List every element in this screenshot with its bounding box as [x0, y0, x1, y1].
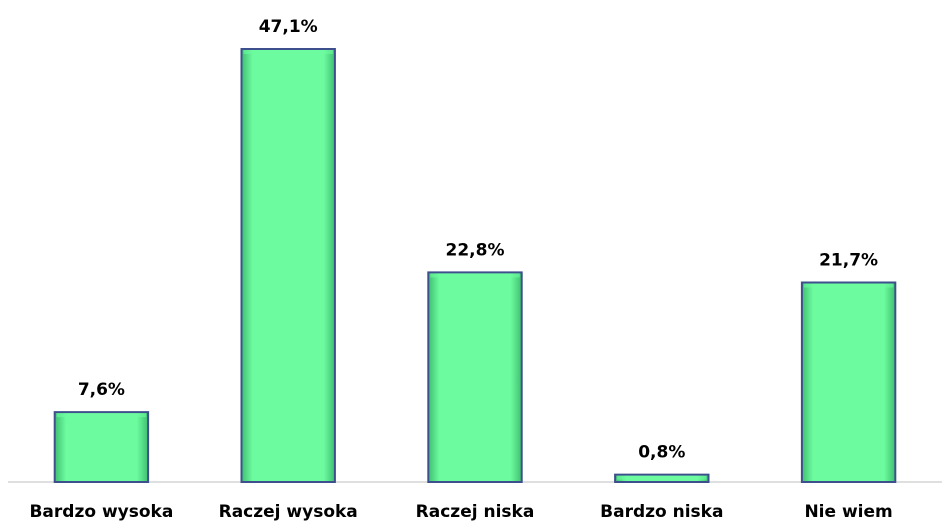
bar-highlight: [430, 273, 520, 278]
value-label: 7,6%: [78, 380, 125, 400]
bar: [240, 48, 336, 483]
bar-highlight: [243, 50, 333, 54]
bar: [427, 271, 523, 483]
value-label: 22,8%: [446, 240, 505, 260]
x-tick-label: Raczej niska: [416, 502, 535, 522]
x-tick-label: Bardzo niska: [600, 502, 723, 522]
x-tick-label: Nie wiem: [804, 502, 892, 522]
bar: [53, 411, 150, 483]
bar-highlight: [617, 475, 707, 480]
value-label: 0,8%: [638, 443, 685, 463]
bar: [800, 281, 897, 483]
bar-highlight: [56, 413, 147, 418]
x-tick-label: Raczej wysoka: [219, 502, 358, 522]
value-label: 47,1%: [259, 17, 318, 37]
value-label: 21,7%: [819, 251, 878, 271]
x-tick-label: Bardzo wysoka: [29, 502, 173, 522]
bar-highlight: [803, 283, 894, 288]
